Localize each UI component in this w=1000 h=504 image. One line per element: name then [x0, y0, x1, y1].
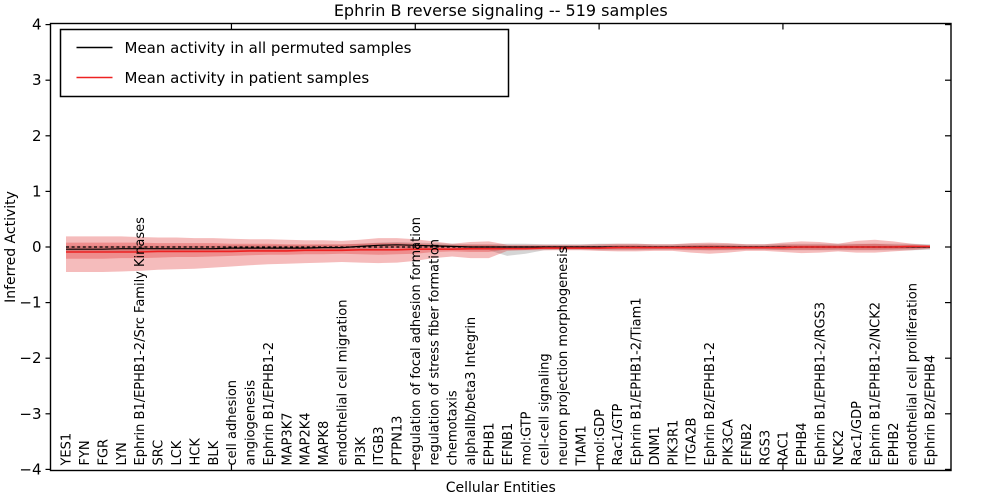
x-tick-label: DNM1	[648, 426, 663, 465]
y-tick-label: 0	[32, 238, 42, 256]
x-tick-label: Ephrin B1/EPHB1-2/NCK2	[869, 302, 884, 466]
x-tick-label: EFNB1	[501, 423, 516, 466]
x-tick-label: EPHB1	[483, 422, 498, 465]
x-tick-label: SRC	[152, 440, 167, 466]
x-tick-label: EPHB4	[795, 422, 810, 465]
x-tick-label: EPHB2	[887, 422, 902, 465]
x-tick-label: ITGB3	[372, 426, 387, 465]
y-tick-label: 3	[32, 71, 42, 89]
x-tick-label: LCK	[170, 440, 185, 465]
x-tick-label: HCK	[188, 438, 203, 466]
legend-label-1: Mean activity in patient samples	[125, 69, 370, 87]
y-tick-label: 2	[32, 127, 42, 145]
x-tick-label: Ephrin B2/EPHB1-2	[703, 342, 718, 466]
x-tick-label: YES1	[60, 433, 75, 467]
x-tick-label: TIAM1	[574, 425, 589, 466]
y-tick-label: −1	[19, 294, 41, 312]
x-tick-label: FYN	[78, 440, 93, 465]
x-tick-label: PIK3R1	[666, 420, 681, 466]
x-tick-label: NCK2	[832, 430, 847, 466]
x-tick-label: Ephrin B1/EPHB1-2/RGS3	[813, 302, 828, 466]
x-tick-label: PTPN13	[391, 416, 406, 466]
x-tick-label: regulation of stress fiber formation	[427, 239, 442, 466]
y-tick-label: 1	[32, 182, 42, 200]
x-tick-label: Rac1/GDP	[850, 401, 865, 466]
x-tick-label: RGS3	[758, 430, 773, 466]
y-tick-label: −2	[19, 349, 41, 367]
x-axis-label: Cellular Entities	[446, 480, 556, 496]
x-tick-label: neuron projection morphogenesis	[556, 246, 571, 465]
x-tick-label: MAP2K4	[299, 412, 314, 465]
y-tick-label: 4	[32, 16, 42, 34]
x-tick-label: cell adhesion	[225, 380, 240, 466]
x-tick-label: RAC1	[777, 431, 792, 466]
y-tick-label: −3	[19, 405, 41, 423]
legend-box	[59, 28, 510, 98]
x-tick-label: chemotaxis	[446, 390, 461, 465]
x-tick-label: Rac1/GTP	[611, 403, 626, 465]
x-tick-label: MAPK8	[317, 421, 332, 466]
x-tick-label: angiogenesis	[244, 380, 259, 466]
x-tick-label: regulation of focal adhesion formation	[409, 217, 424, 466]
x-tick-label: ITGA2B	[685, 418, 700, 466]
x-tick-label: Ephrin B1/EPHB1-2/Src Family Kinases	[133, 217, 148, 466]
y-tick-label: −4	[19, 460, 41, 478]
x-tick-label: BLK	[207, 440, 222, 465]
x-tick-label: FGR	[96, 439, 111, 466]
x-tick-label: PIK3CA	[721, 419, 736, 466]
band-patient-samples-range-outer	[66, 236, 930, 272]
chart-title: Ephrin B reverse signaling -- 519 sample…	[334, 1, 668, 20]
x-tick-label: endothelial cell migration	[335, 300, 350, 466]
x-tick-label: PI3K	[354, 437, 369, 466]
x-tick-label: LYN	[115, 442, 130, 465]
x-tick-label: mol:GDP	[593, 409, 608, 466]
x-tick-label: EFNB2	[740, 423, 755, 466]
x-tick-label: Ephrin B1/EPHB1-2	[262, 342, 277, 466]
x-tick-label: endothelial cell proliferation	[905, 283, 920, 466]
x-tick-label: mol:GTP	[519, 411, 534, 465]
legend-label-0: Mean activity in all permuted samples	[125, 39, 412, 57]
x-tick-label: cell-cell signaling	[538, 353, 553, 465]
x-tick-label: Ephrin B1/EPHB1-2/Tiam1	[630, 297, 645, 465]
series-line-1	[66, 245, 930, 253]
y-axis-label: Inferred Activity	[3, 191, 19, 303]
x-tick-label: alphaIIb/beta3 Integrin	[464, 317, 479, 466]
x-tick-label: Ephrin B2/EPHB4	[924, 355, 939, 466]
x-tick-label: MAP3K7	[280, 412, 295, 465]
